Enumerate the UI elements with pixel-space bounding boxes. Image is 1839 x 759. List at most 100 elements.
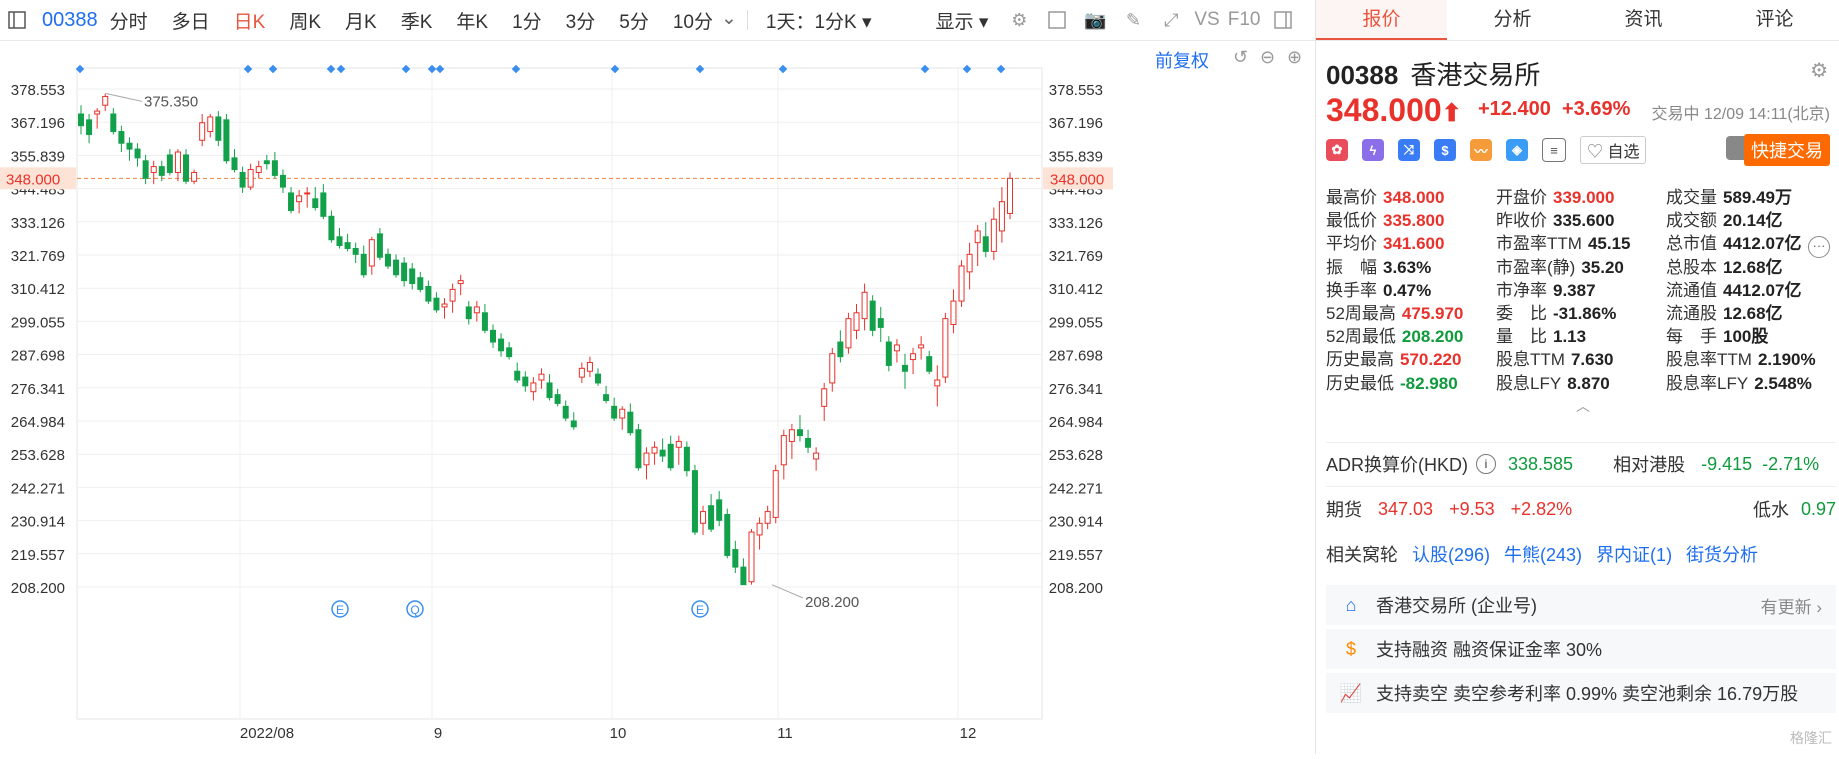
- feature-icons: ✿ ϟ ⤨ $ 〰 ◈ ≡ ♡ 自选: [1326, 136, 1647, 164]
- y-tick-left: 333.126: [11, 215, 65, 232]
- stat-cell: 昨收价 335.600: [1496, 206, 1666, 231]
- stat-value: 7.630: [1570, 350, 1614, 370]
- candle: [998, 187, 1005, 243]
- candle: [134, 143, 141, 167]
- period-tab-1[interactable]: 多日: [171, 11, 210, 33]
- collapse-icon[interactable]: ︿: [1576, 398, 1590, 414]
- warrant-link-0[interactable]: 认股(296): [1412, 545, 1491, 565]
- candle: [86, 114, 93, 144]
- sidebar-icon[interactable]: [1272, 9, 1294, 31]
- y-tick-right: 378.553: [1049, 82, 1103, 99]
- info-icon[interactable]: i: [1476, 454, 1496, 474]
- stat-value: 2.548%: [1754, 373, 1812, 393]
- svg-text:Q: Q: [410, 603, 419, 617]
- y-tick-right: 253.628: [1049, 447, 1103, 464]
- panel-tab-3[interactable]: 评论: [1755, 9, 1794, 30]
- panel-tab-2[interactable]: 资讯: [1624, 9, 1663, 30]
- note-icon[interactable]: ≡: [1542, 138, 1566, 162]
- period-tab-9[interactable]: 5分: [619, 11, 649, 33]
- panel-tab-1[interactable]: 分析: [1493, 9, 1532, 30]
- period-tab-3[interactable]: 周K: [289, 11, 322, 33]
- event-diamond-icon[interactable]: [336, 64, 346, 74]
- warrant-link-3[interactable]: 街货分析: [1686, 545, 1759, 565]
- undo-icon[interactable]: ↺: [1233, 47, 1249, 67]
- f10-button[interactable]: F10: [1227, 9, 1261, 30]
- info-card-0[interactable]: ⌂ 香港交易所 (企业号) 有更新 ›: [1326, 585, 1836, 625]
- card-more[interactable]: 有更新 ›: [1760, 597, 1822, 617]
- candle: [441, 298, 448, 319]
- candle: [288, 187, 295, 214]
- event-diamond-icon[interactable]: [778, 64, 788, 74]
- warrant-link-1[interactable]: 牛熊(243): [1504, 545, 1583, 565]
- period-tab-7[interactable]: 1分: [512, 11, 542, 33]
- event-marker-icon[interactable]: E: [331, 600, 349, 618]
- camera-icon[interactable]: 📷: [1084, 9, 1107, 30]
- stats-row: 52周最低 208.200 量 比 1.13 每 手 100股: [1326, 323, 1836, 346]
- zoom-out-icon[interactable]: ⊖: [1260, 47, 1276, 67]
- display-select[interactable]: 显示 ▾: [935, 11, 989, 33]
- event-diamond-icon[interactable]: [962, 64, 972, 74]
- event-diamond-icon[interactable]: [695, 64, 705, 74]
- price-tag-left: 348.000: [0, 167, 76, 190]
- y-tick-right: 310.412: [1049, 281, 1103, 298]
- trend-icon[interactable]: 〰: [1470, 139, 1492, 161]
- candle: [498, 333, 505, 357]
- event-diamond-icon[interactable]: [401, 64, 411, 74]
- candle: [546, 374, 553, 401]
- draw-icon[interactable]: ✎: [1125, 9, 1141, 30]
- adjust-button[interactable]: 前复权: [1155, 51, 1209, 71]
- zoom-in-icon[interactable]: ⊕: [1287, 47, 1303, 67]
- event-marker-icon[interactable]: Q: [406, 600, 424, 618]
- warrant-link-2[interactable]: 界内证(1): [1596, 545, 1673, 565]
- lightning-icon[interactable]: ϟ: [1362, 139, 1384, 161]
- candle: [320, 184, 327, 220]
- stat-cell: 股息TTM 7.630: [1496, 345, 1666, 370]
- vs-button[interactable]: VS: [1194, 9, 1220, 30]
- range-select[interactable]: 1天：1分K ▾: [765, 11, 872, 33]
- panel-toggle-icon[interactable]: [6, 9, 28, 31]
- panel-tab-0[interactable]: 报价: [1316, 0, 1447, 40]
- event-diamond-icon[interactable]: [268, 64, 278, 74]
- period-tab-4[interactable]: 月K: [345, 11, 377, 33]
- fullscreen-icon[interactable]: ⤢: [1164, 9, 1179, 30]
- info-card-1[interactable]: $ 支持融资 融资保证金率 30%: [1326, 629, 1836, 669]
- more-icon[interactable]: ···: [1808, 236, 1830, 258]
- quick-trade-button[interactable]: 快捷交易: [1744, 134, 1830, 166]
- candle: [667, 435, 674, 471]
- period-tab-10[interactable]: 10分: [672, 11, 713, 33]
- hk-flag-icon[interactable]: ✿: [1326, 139, 1348, 161]
- stat-value: 475.970: [1401, 304, 1464, 324]
- event-marker-icon[interactable]: E: [691, 600, 709, 618]
- settings-icon[interactable]: ⚙: [1810, 60, 1828, 82]
- stat-value: 45.15: [1587, 234, 1631, 254]
- tag-icon[interactable]: ◈: [1506, 139, 1528, 161]
- candle: [845, 312, 852, 354]
- stat-value: 0.47%: [1383, 280, 1432, 300]
- period-tab-5[interactable]: 季K: [400, 11, 433, 33]
- shuffle-icon[interactable]: ⤨: [1398, 139, 1420, 161]
- kline-chart[interactable]: E Q E 378.553 378.553 367.196 367.196 355.839 3…: [0, 41, 1315, 754]
- trade-status: 交易中 12/09 14:11(北京): [1651, 106, 1830, 123]
- event-diamond-icon[interactable]: [511, 64, 521, 74]
- period-tab-0[interactable]: 分时: [109, 11, 148, 33]
- period-tab-2[interactable]: 日K: [233, 11, 266, 33]
- stock-code: 00388: [42, 8, 98, 31]
- dollar-icon[interactable]: $: [1434, 139, 1456, 161]
- stat-value: 12.68亿: [1723, 304, 1783, 324]
- period-tab-6[interactable]: 年K: [456, 11, 489, 33]
- y-tick-left: 264.984: [11, 414, 65, 431]
- checkbox-icon[interactable]: [1046, 9, 1068, 31]
- period-tab-8[interactable]: 3分: [565, 11, 596, 33]
- futures-row: 期货 347.03 +9.53 +2.82% 低水 0.97: [1326, 498, 1836, 521]
- info-card-2[interactable]: 📈 支持卖空 卖空参考利率 0.99% 卖空池剩余 16.79万股: [1326, 673, 1836, 713]
- event-diamond-icon[interactable]: [326, 64, 336, 74]
- watchlist-button[interactable]: ♡ 自选: [1580, 136, 1647, 164]
- event-diamond-icon[interactable]: [435, 64, 445, 74]
- event-diamond-icon[interactable]: [996, 64, 1006, 74]
- candle: [522, 371, 529, 392]
- event-diamond-icon[interactable]: [427, 64, 437, 74]
- event-diamond-icon[interactable]: [243, 64, 253, 74]
- settings-icon[interactable]: ⚙: [1011, 9, 1028, 30]
- more-periods-icon[interactable]: ⌄: [720, 7, 737, 29]
- event-diamond-icon[interactable]: [920, 64, 930, 74]
